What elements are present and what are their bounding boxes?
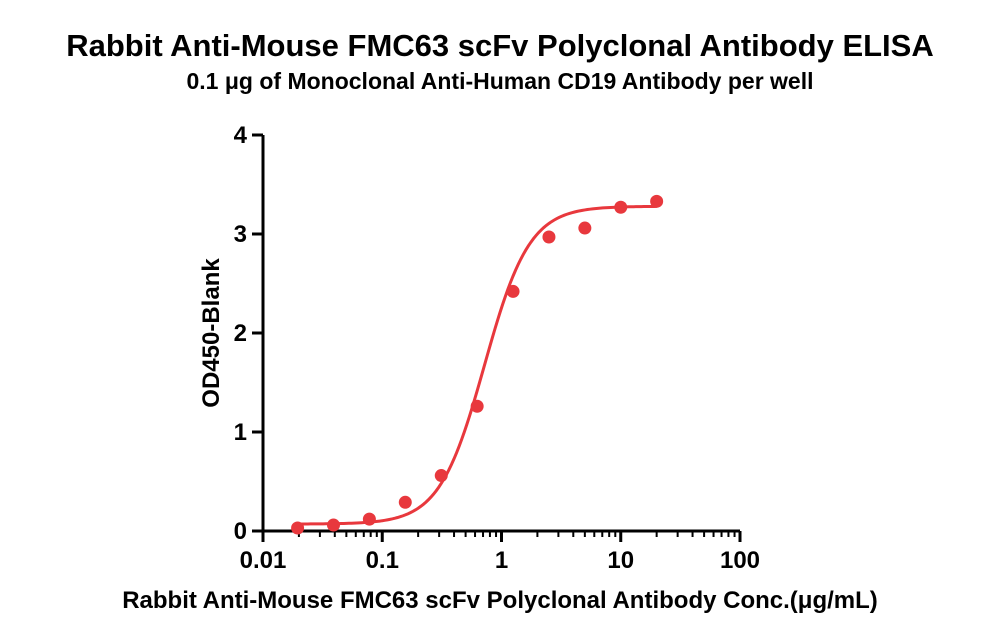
- chart-subtitle: 0.1 μg of Monoclonal Anti-Human CD19 Ant…: [186, 68, 814, 94]
- x-tick-label: 0.1: [366, 547, 399, 574]
- data-point: [578, 221, 592, 235]
- y-tick-label: 1: [234, 419, 247, 446]
- data-point: [434, 469, 448, 483]
- data-point: [650, 194, 664, 208]
- data-point: [362, 512, 376, 526]
- data-point: [542, 230, 556, 244]
- data-point: [326, 518, 340, 532]
- x-tick-label: 0.01: [240, 547, 287, 574]
- x-tick-label: 10: [607, 547, 634, 574]
- x-tick-label: 100: [720, 547, 760, 574]
- y-axis-title: OD450-Blank: [198, 258, 225, 408]
- data-point: [614, 200, 628, 214]
- data-point: [470, 399, 484, 413]
- axes: 0 1 2 3 4 0.01 0.1 1 10 100: [234, 122, 760, 574]
- y-tick-label: 2: [234, 320, 247, 347]
- y-tick-label: 0: [234, 518, 247, 545]
- data-point: [506, 284, 520, 298]
- data-point: [291, 521, 305, 535]
- data-point: [398, 495, 412, 509]
- data-points: [291, 194, 664, 535]
- x-tick-label: 1: [495, 547, 508, 574]
- y-tick-label: 4: [234, 122, 248, 149]
- y-tick-label: 3: [234, 221, 247, 248]
- x-axis-title: Rabbit Anti-Mouse FMC63 scFv Polyclonal …: [122, 587, 878, 614]
- chart-title: Rabbit Anti-Mouse FMC63 scFv Polyclonal …: [66, 28, 934, 63]
- fit-curve: [297, 204, 657, 526]
- fit-curve-layer: [297, 204, 657, 526]
